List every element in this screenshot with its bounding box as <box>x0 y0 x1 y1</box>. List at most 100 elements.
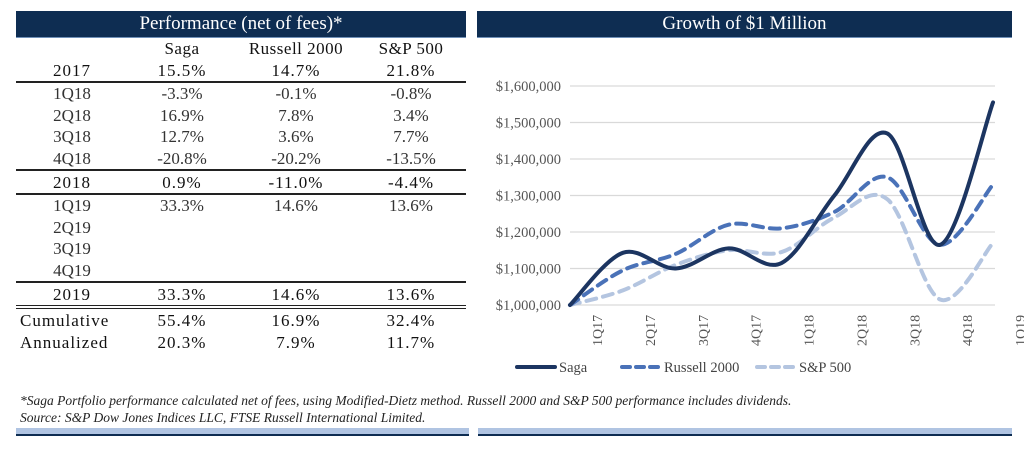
quarter-row: 1Q18 -3.3% -0.1% -0.8% <box>16 82 466 105</box>
x-tick-label: 4Q17 <box>750 315 765 346</box>
sp-500-value <box>356 238 466 260</box>
chart-title: Growth of $1 Million <box>477 11 1012 38</box>
x-tick-label: 2Q18 <box>855 315 870 346</box>
saga-value <box>128 217 236 239</box>
column-header <box>16 38 128 59</box>
x-tick-label: 4Q18 <box>961 315 976 346</box>
growth-line-chart: $1,000,000 $1,100,000 $1,200,000 $1,300,000… <box>496 79 1024 376</box>
x-tick-label: 2Q17 <box>644 315 659 346</box>
saga-value: 12.7% <box>160 127 204 147</box>
sp-500-value: 11.7% <box>386 332 436 352</box>
row-label: 1Q18 <box>53 84 91 104</box>
y-tick-label: $1,300,000 <box>496 189 561 205</box>
footnote-methodology: *Saga Portfolio performance calculated n… <box>20 393 792 408</box>
gridlines <box>570 85 995 306</box>
sp-500-value: -0.8% <box>390 84 432 104</box>
russell-2000-value <box>236 217 356 239</box>
sp-500-value: 32.4% <box>386 310 436 330</box>
row-label: 2Q18 <box>53 105 91 125</box>
row-label: 2019 <box>16 281 128 309</box>
sp-500-value: 21.8% <box>356 59 466 83</box>
x-tick-label: 1Q17 <box>591 315 606 346</box>
russell-2000-value: 14.6% <box>236 281 356 309</box>
x-tick-label: 1Q19 <box>1014 315 1024 346</box>
column-header-russell-2000: Russell 2000 <box>248 39 344 58</box>
sp-500-value <box>356 217 466 239</box>
russell-2000-value <box>236 238 356 260</box>
bottom-divider-left <box>16 428 469 436</box>
row-label: 2018 <box>16 169 128 195</box>
x-tick-label: 3Q18 <box>908 315 923 346</box>
saga-value: 55.4% <box>157 310 207 330</box>
y-tick-label: $1,200,000 <box>496 225 561 241</box>
series-line-saga <box>568 100 995 307</box>
russell-2000-value <box>236 260 356 283</box>
saga-value: -3.3% <box>161 84 203 104</box>
quarter-row: 2Q18 16.9% 7.8% 3.4% <box>16 105 466 127</box>
saga-value: 33.3% <box>128 281 236 309</box>
saga-value: -20.8% <box>157 148 207 168</box>
saga-value: 33.3% <box>160 196 204 216</box>
legend-label: S&P 500 <box>799 360 851 376</box>
saga-value: 15.5% <box>128 59 236 83</box>
row-label: Cumulative <box>20 310 110 330</box>
performance-table-title: Performance (net of fees)* <box>16 11 466 38</box>
saga-value: 16.9% <box>160 105 204 125</box>
column-header-row: Saga Russell 2000 S&P 500 <box>16 38 466 59</box>
footnote-source: Source: S&P Dow Jones Indices LLC, FTSE … <box>20 410 426 425</box>
russell-2000-value: 14.6% <box>274 196 318 216</box>
legend: Saga Russell 2000 S&P 500 <box>515 360 851 376</box>
row-label: 4Q19 <box>53 260 91 280</box>
russell-2000-value: -0.1% <box>275 84 317 104</box>
y-tick-label: $1,500,000 <box>496 116 561 132</box>
y-axis-ticks: $1,000,000 $1,100,000 $1,200,000 $1,300,000… <box>496 79 561 314</box>
y-tick-label: $1,400,000 <box>496 152 561 168</box>
saga-value <box>128 260 236 283</box>
row-label: 2017 <box>16 59 128 83</box>
column-header-saga: Saga <box>164 39 200 58</box>
row-label: 2Q19 <box>53 217 91 237</box>
russell-2000-value: 16.9% <box>271 310 321 330</box>
performance-table: Saga Russell 2000 S&P 500 2017 15.5% 14.7%… <box>16 38 466 353</box>
saga-value: 0.9% <box>128 169 236 195</box>
sp-500-value: 7.7% <box>393 127 429 147</box>
series-lines <box>568 100 995 307</box>
summary-row-annualized: Annualized 20.3% 7.9% 11.7% <box>16 331 466 353</box>
sp-500-value: 3.4% <box>393 105 429 125</box>
row-label: 3Q19 <box>53 239 91 259</box>
quarter-row: 3Q19 <box>16 238 466 260</box>
bottom-divider-right <box>478 428 1012 436</box>
year-row: 2019 33.3% 14.6% 13.6% <box>16 281 466 309</box>
legend-label: Russell 2000 <box>664 360 739 376</box>
x-tick-label: 1Q18 <box>803 315 818 346</box>
sp-500-value <box>356 260 466 283</box>
sp-500-value: -13.5% <box>386 148 436 168</box>
quarter-row: 2Q19 <box>16 217 466 239</box>
sp-500-value: 13.6% <box>356 281 466 309</box>
russell-2000-value: -20.2% <box>271 148 321 168</box>
row-label: Annualized <box>20 332 109 352</box>
russell-2000-value: 7.8% <box>278 105 314 125</box>
legend-label: Saga <box>559 360 588 376</box>
footnote: *Saga Portfolio performance calculated n… <box>20 392 1010 426</box>
y-tick-label: $1,600,000 <box>496 79 561 95</box>
russell-2000-value: 3.6% <box>278 127 314 147</box>
series-line-s-p-500 <box>568 192 995 307</box>
year-row: 2017 15.5% 14.7% 21.8% <box>16 59 466 83</box>
quarter-row: 4Q19 <box>16 260 466 283</box>
x-tick-label: 3Q17 <box>697 315 712 346</box>
y-tick-label: $1,100,000 <box>496 262 561 278</box>
saga-value: 20.3% <box>157 332 207 352</box>
summary-row-cumulative: Cumulative 55.4% 16.9% 32.4% <box>16 307 466 331</box>
row-label: 4Q18 <box>53 148 91 168</box>
quarter-row: 4Q18 -20.8% -20.2% -13.5% <box>16 148 466 171</box>
y-tick-label: $1,000,000 <box>496 298 561 314</box>
row-label: 3Q18 <box>53 127 91 147</box>
russell-2000-value: -11.0% <box>236 169 356 195</box>
russell-2000-value: 14.7% <box>236 59 356 83</box>
saga-value <box>128 238 236 260</box>
row-label: 1Q19 <box>53 196 91 216</box>
quarter-row: 3Q18 12.7% 3.6% 7.7% <box>16 126 466 148</box>
russell-2000-value: 7.9% <box>276 332 316 352</box>
quarter-row: 1Q19 33.3% 14.6% 13.6% <box>16 194 466 217</box>
